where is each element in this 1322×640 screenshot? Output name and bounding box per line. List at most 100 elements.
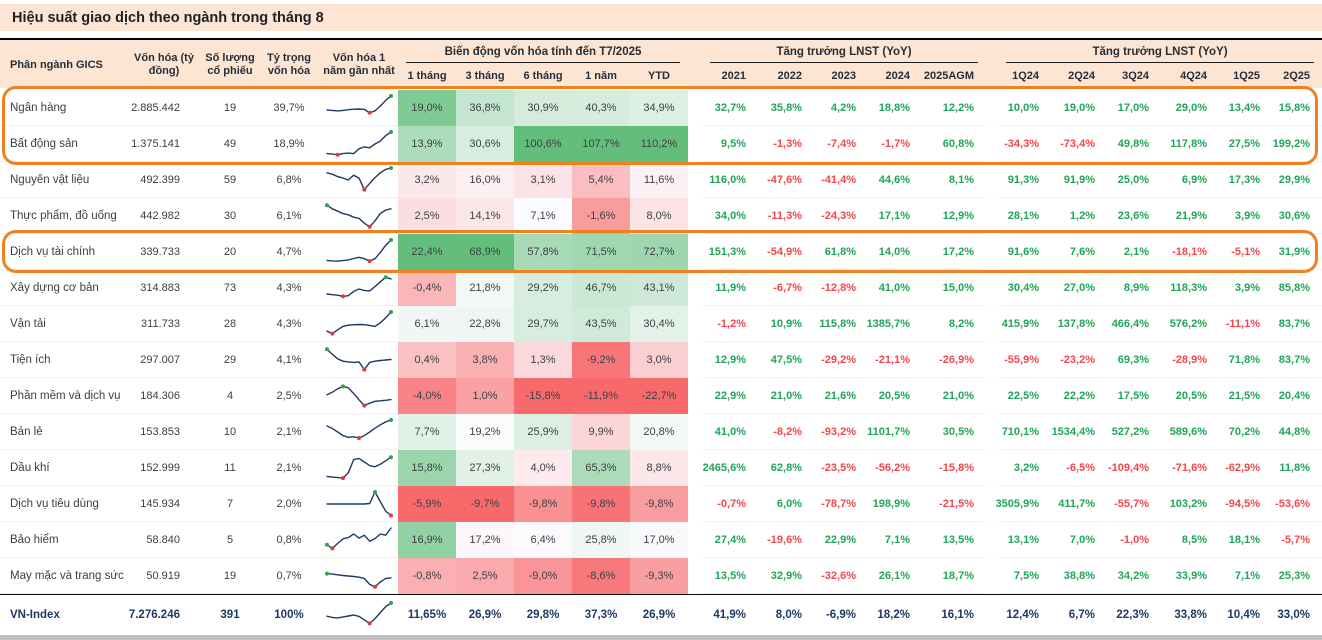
sparkline-chart [326,417,393,440]
perf-heatmap-cell: 7,7% [398,414,456,450]
sparkline-chart [326,93,393,115]
weight-value: 0,8% [258,522,320,558]
col-header-2024: 2024 [885,70,910,83]
stock-count-value: 19 [202,90,258,126]
perf-heatmap-cell: -5,9% [398,486,456,522]
weight-value: 2,1% [258,450,320,486]
quarterly-growth-cell: 1534,4% [1051,414,1107,450]
sparkline-chart [325,202,392,229]
quarterly-growth-cell: 20,5% [1161,378,1219,414]
sparkline-cell [320,306,398,342]
perf-heatmap-cell: 2,5% [398,198,456,234]
spark-high-dot [389,129,393,134]
quarterly-growth-cell: 49,8% [1107,126,1161,162]
perf-heatmap-cell: 6,1% [398,306,456,342]
lnst-growth-cell: -47,6% [758,162,814,198]
lnst-growth-cell: 41,9% [713,609,746,621]
quarterly-growth-cell: 12,4% [1006,609,1039,621]
page-bottom-divider [0,635,1322,640]
table-row: Vận tải 311.733 28 4,3% 6,1% 22,8% 29,7% 43,5% 3… [0,306,1322,342]
perf-heatmap-cell: 5,4% [572,162,630,198]
lnst-growth-cell: 15,0% [922,270,986,306]
sector-name: Dịch vụ tiêu dùng [0,486,126,522]
table-header: Phân ngành GICS Vốn hóa (tỷ đồng) Số lượng… [0,38,1322,88]
stock-count-value: 10 [202,414,258,450]
perf-heatmap-cell: 3,2% [398,162,456,198]
perf-heatmap-cell: 3,8% [456,342,514,378]
sector-name: Bảo hiểm [0,522,126,558]
lnst-growth-cell: -15,8% [922,450,986,486]
lnst-growth-cell: 8,1% [922,162,986,198]
quarterly-growth-cell: -18,1% [1161,234,1219,270]
lnst-growth-cell: 12,2% [922,90,986,126]
perf-heatmap-cell: -0,4% [398,270,456,306]
perf-heatmap-cell: 27,3% [456,450,514,486]
perf-heatmap-cell: 14,1% [456,198,514,234]
col-header-1-tháng: 1 tháng [407,70,447,83]
lnst-growth-cell: -12,8% [814,270,868,306]
quarterly-growth-cell: 13,4% [1219,90,1272,126]
stock-count-value: 4 [202,378,258,414]
market-cap-value: 2.885.442 [126,90,202,126]
quarterly-growth-cell: -53,6% [1272,486,1322,522]
spark-high-dot [389,417,393,422]
column-group-label: Biến động vốn hóa tính đến T7/2025 [406,43,680,63]
lnst-growth-cell: 14,0% [868,234,922,270]
quarterly-growth-cell: 27,0% [1051,270,1107,306]
table-row: Bán lẻ 153.853 10 2,1% 7,7% 19,2% 25,9% 9,9% 20,… [0,414,1322,450]
lnst-growth-cell: -93,2% [814,414,868,450]
perf-heatmap-cell: -9,3% [630,558,688,594]
col-header-2025agm: 2025AGM [923,70,974,83]
sparkline-cell [320,90,398,126]
lnst-growth-cell: -6,7% [758,270,814,306]
lnst-growth-cell: 32,7% [702,90,758,126]
quarterly-growth-cell: 13,1% [998,522,1051,558]
quarterly-growth-cell: 71,8% [1219,342,1272,378]
spark-low-dot [341,293,345,298]
spark-high-dot [389,601,393,605]
sparkline-chart [326,309,393,336]
lnst-growth-cell: 20,5% [868,378,922,414]
col-header-2022: 2022 [777,70,802,83]
lnst-growth-cell: 17,1% [868,198,922,234]
sparkline-chart [326,237,393,263]
sparkline-chart [326,165,393,192]
table-row: Xây dựng cơ bản 314.883 73 4,3% -0,4% 21,8% 29… [0,270,1322,306]
perf-heatmap-cell: 34,9% [630,90,688,126]
perf-heatmap-cell: -4,0% [398,378,456,414]
perf-heatmap-cell: 11,6% [630,162,688,198]
quarterly-growth-cell: 710,1% [998,414,1051,450]
sector-name: Dịch vụ tài chính [0,234,126,270]
quarterly-growth-cell: 589,6% [1161,414,1219,450]
perf-heatmap-cell: 17,0% [630,522,688,558]
spark-low-dot [357,435,361,440]
quarterly-growth-cell: 17,5% [1107,378,1161,414]
quarterly-growth-cell: 6,7% [1068,609,1095,621]
quarterly-growth-cell: 7,1% [1219,558,1272,594]
quarterly-growth-cell: 83,7% [1272,306,1322,342]
quarterly-growth-cell: -55,7% [1107,486,1161,522]
quarterly-growth-cell: 34,2% [1107,558,1161,594]
column-group-label: Tăng trưởng LNST (YoY) [1006,43,1314,63]
perf-heatmap-cell: 21,8% [456,270,514,306]
stock-count-value: 28 [202,306,258,342]
perf-heatmap-cell: 3,0% [630,342,688,378]
sparkline-cell [320,595,398,635]
lnst-growth-cell: -78,7% [814,486,868,522]
spark-low-dot [341,475,345,480]
perf-heatmap-cell: 9,9% [572,414,630,450]
stock-count-value: 73 [202,270,258,306]
lnst-growth-cell: 10,9% [758,306,814,342]
weight-value: 0,7% [258,558,320,594]
stock-count-value: 391 [220,609,240,621]
spark-high-dot [325,571,329,576]
perf-heatmap-cell: 29,8% [526,609,560,621]
lnst-growth-cell: 9,5% [702,126,758,162]
table-row: May mặc và trang sức 50.919 19 0,7% -0,8% 2,5… [0,558,1322,594]
sector-name: Tiện ích [0,342,126,378]
quarterly-growth-cell: 29,9% [1272,162,1322,198]
lnst-growth-cell: 12,9% [702,342,758,378]
perf-heatmap-cell: 40,3% [572,90,630,126]
perf-heatmap-cell: 37,3% [584,609,618,621]
sparkline-cell [320,234,398,270]
